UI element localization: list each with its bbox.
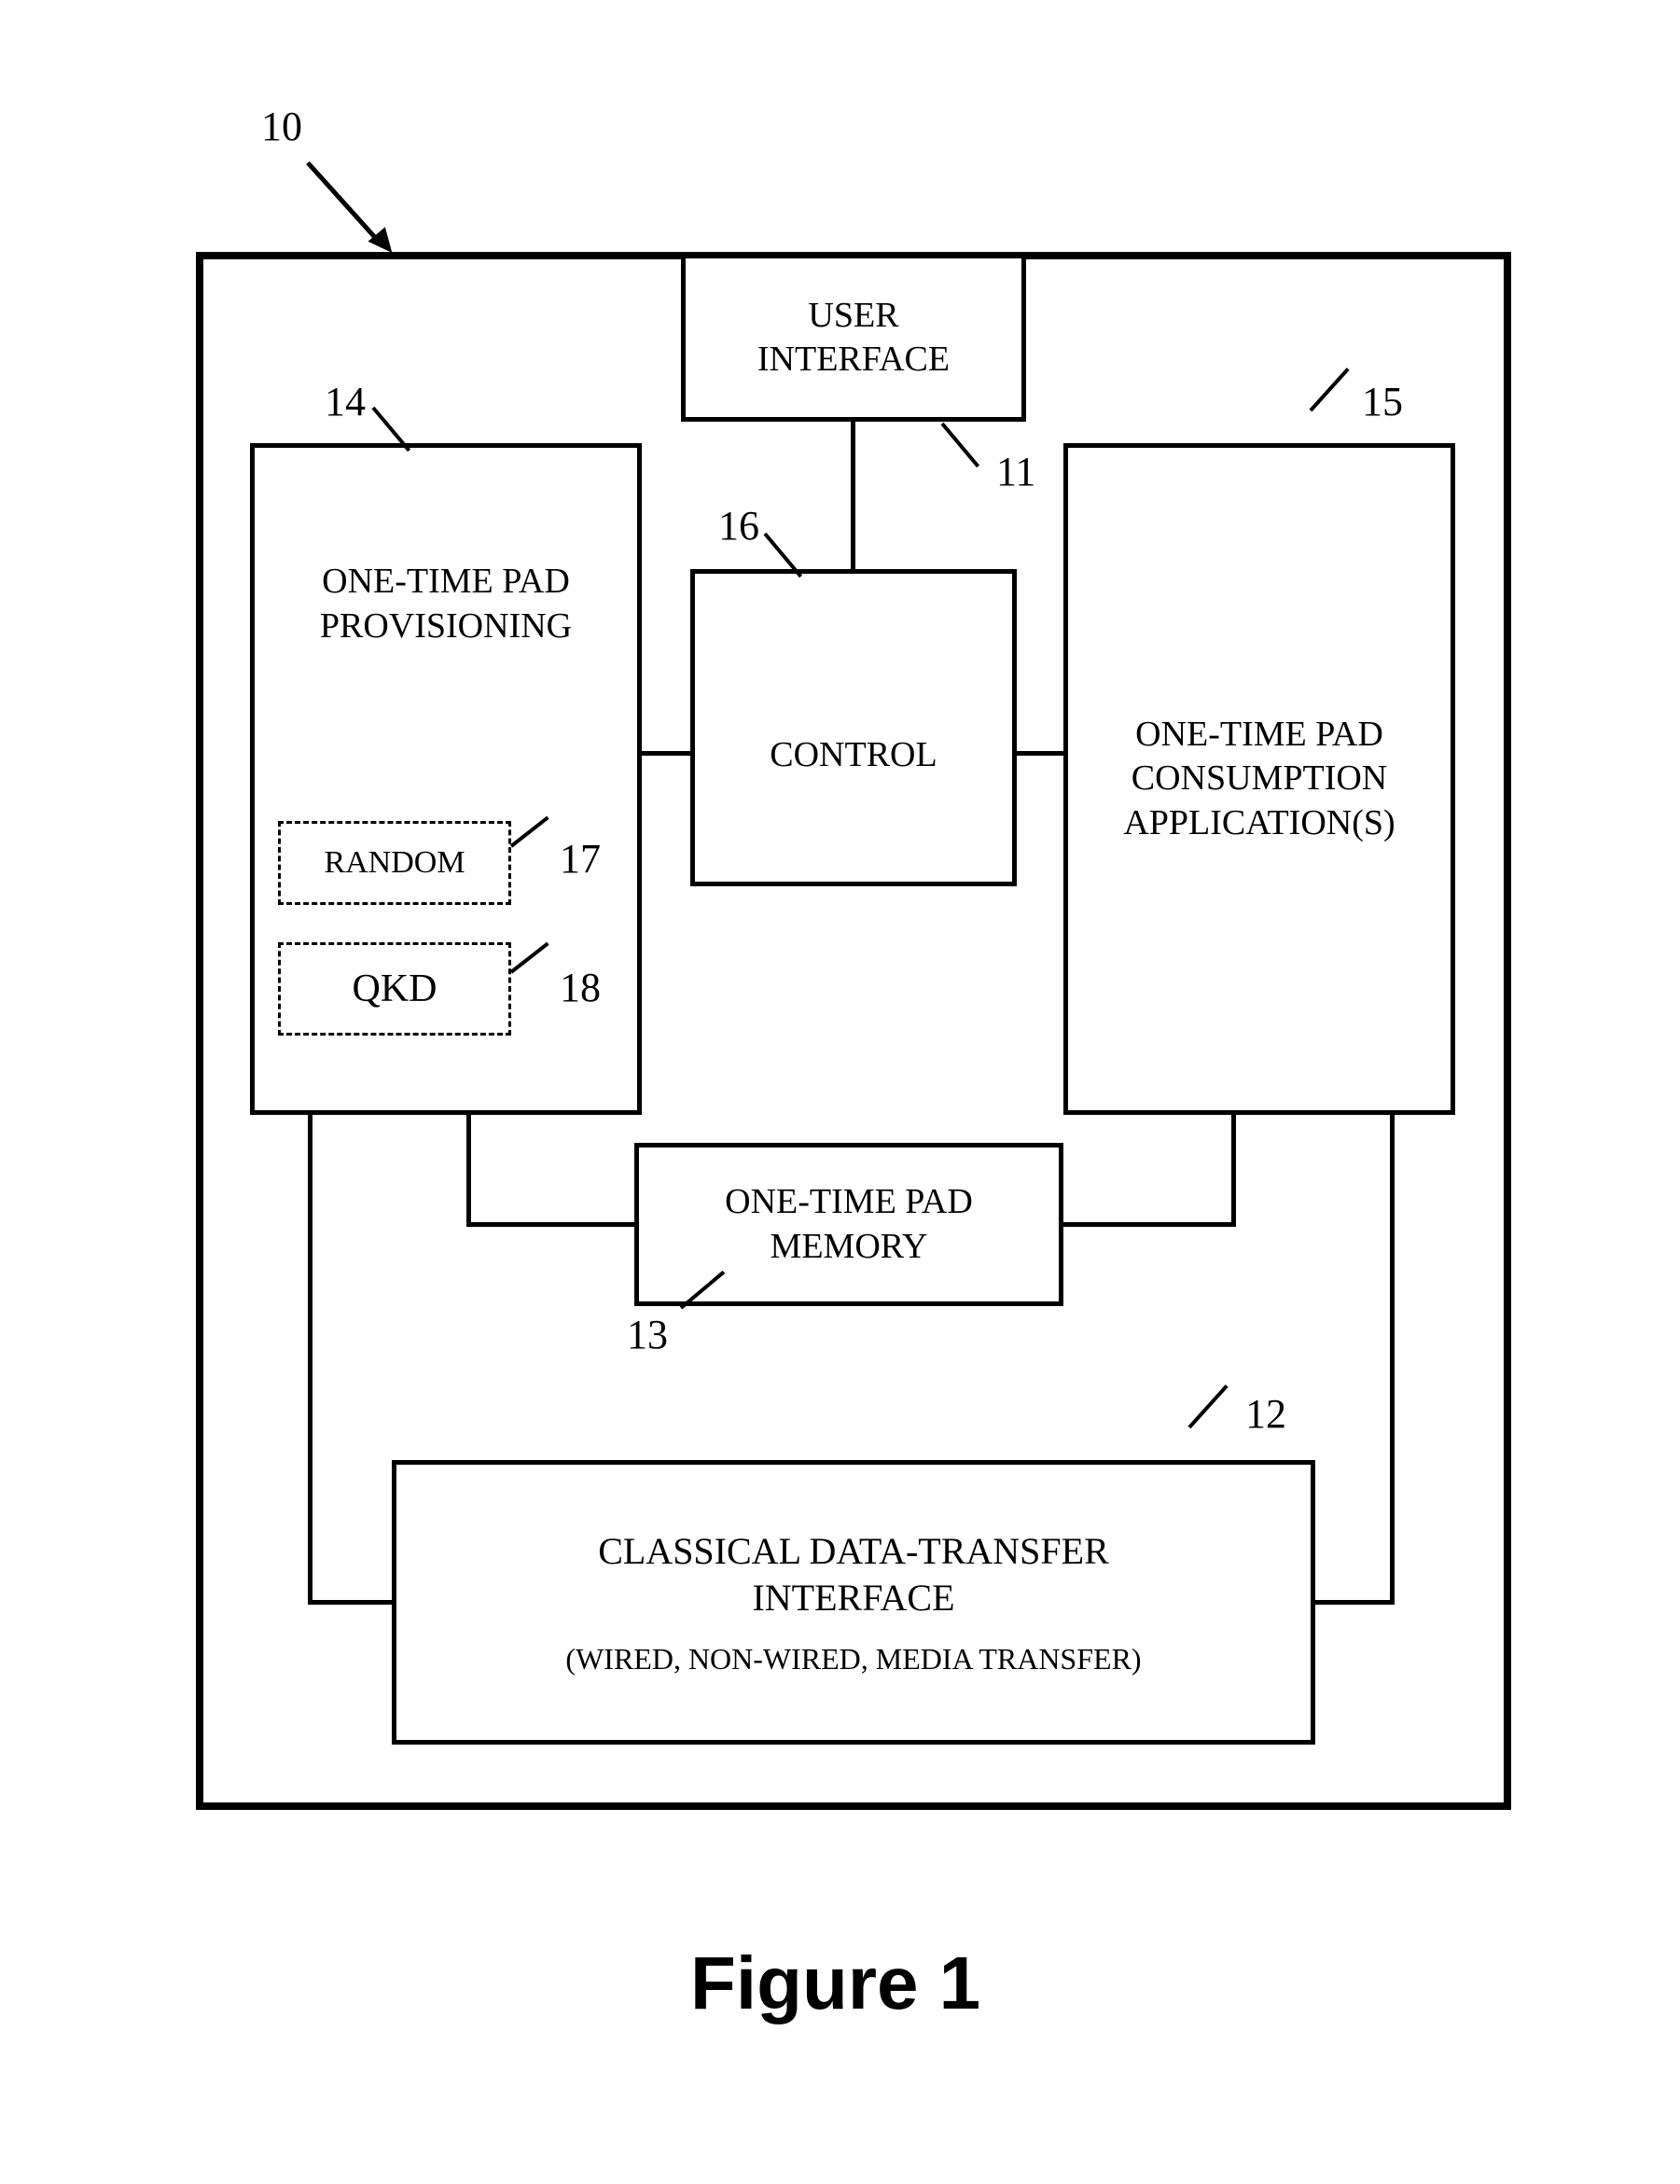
ref-15: 15 [1362, 378, 1403, 425]
memory-box: ONE-TIME PAD MEMORY [634, 1143, 1063, 1306]
qkd-subbox: QKD [278, 942, 511, 1036]
transfer-label: CLASSICAL DATA-TRANSFER INTERFACE [598, 1528, 1109, 1621]
line-cons-transfer-h [1315, 1600, 1395, 1605]
line-prov-down [466, 1115, 471, 1227]
qkd-label: QKD [353, 965, 437, 1014]
line-prov-mem-h [466, 1222, 639, 1227]
transfer-sublabel: (WIRED, NON-WIRED, MEDIA TRANSFER) [565, 1640, 1141, 1677]
transfer-box: CLASSICAL DATA-TRANSFER INTERFACE (WIRED… [392, 1460, 1315, 1745]
ref-13: 13 [627, 1311, 668, 1358]
ref-14: 14 [325, 378, 366, 425]
provisioning-label: ONE-TIME PAD PROVISIONING [320, 560, 572, 648]
ref-18: 18 [560, 964, 601, 1011]
line-cons-transfer-v [1390, 1115, 1395, 1605]
line-ui-control [851, 422, 855, 571]
memory-label: ONE-TIME PAD MEMORY [725, 1180, 973, 1269]
line-cons-mem-h [1063, 1222, 1236, 1227]
ref-17: 17 [560, 835, 601, 883]
control-box: CONTROL [690, 569, 1017, 886]
consumption-box: ONE-TIME PAD CONSUMPTION APPLICATION(S) [1063, 443, 1455, 1115]
consumption-label: ONE-TIME PAD CONSUMPTION APPLICATION(S) [1123, 713, 1395, 846]
ref-11: 11 [996, 448, 1035, 495]
line-control-cons [1017, 751, 1068, 756]
ref-12: 12 [1245, 1390, 1286, 1438]
figure-caption: Figure 1 [690, 1941, 980, 2026]
random-label: RANDOM [324, 843, 465, 883]
ref-10-leader [306, 161, 384, 248]
line-prov-control [642, 751, 693, 756]
ref-10: 10 [261, 103, 302, 150]
line-cons-down [1231, 1115, 1236, 1227]
line-prov-transfer-h [308, 1600, 396, 1605]
ref-16: 16 [718, 502, 759, 549]
user-interface-label: USER INTERFACE [757, 294, 950, 383]
control-label: CONTROL [770, 733, 937, 778]
line-prov-transfer-v [308, 1115, 312, 1605]
random-subbox: RANDOM [278, 821, 511, 905]
user-interface-box: USER INTERFACE [681, 254, 1026, 422]
